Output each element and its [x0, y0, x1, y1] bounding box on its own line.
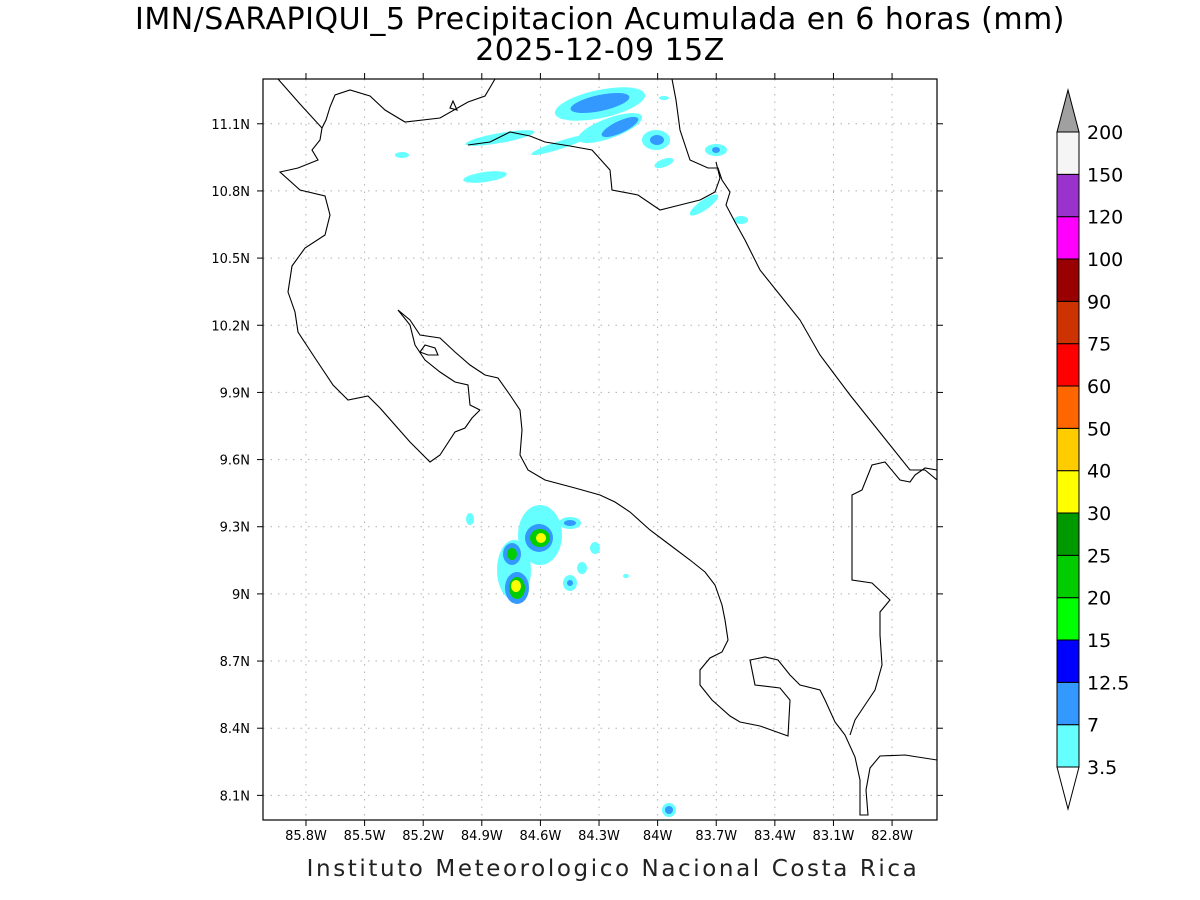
colorbar-swatch [1056, 258, 1080, 302]
lat-tick-label: 11.1N [211, 118, 250, 133]
colorbar-swatch [1056, 512, 1080, 556]
rain-cell [570, 92, 630, 114]
colorbar-label: 100 [1087, 249, 1123, 271]
nicoya-gulf [397, 309, 937, 816]
lon-tick-label: 83.4W [754, 829, 796, 844]
rain-cell [465, 130, 535, 146]
colorbar-swatch [1056, 724, 1080, 768]
colorbar-label: 200 [1087, 122, 1123, 144]
lat-tick-label: 10.5N [211, 252, 250, 267]
colorbar-swatch [1056, 173, 1080, 218]
lat-tick-label: 9.9N [220, 386, 250, 401]
rain-cell [564, 520, 576, 526]
lon-tick-label: 82.8W [871, 829, 913, 844]
lon-tick-label: 84W [643, 829, 673, 844]
colorbar-label: 20 [1087, 588, 1111, 610]
rain-cell [395, 152, 409, 158]
rain-cell [623, 574, 629, 578]
credit-line: Instituto Meteorologico Nacional Costa R… [306, 856, 920, 882]
island [419, 344, 439, 356]
rain-cell [590, 542, 600, 554]
colorbar-swatch [1056, 131, 1080, 175]
colorbar-label: 75 [1087, 334, 1111, 356]
colorbar: 3.5 7 12.5 15 20 25 30 40 50 60 75 90 100 120 150 200 [1056, 88, 1129, 811]
island [449, 99, 458, 111]
colorbar-label: 120 [1087, 207, 1123, 229]
colorbar-top-arrow [1056, 88, 1080, 133]
lat-tick-label: 9.3N [220, 521, 250, 536]
colorbar-label: 7 [1087, 715, 1099, 737]
colorbar-swatch [1056, 216, 1080, 260]
rain-cell [531, 134, 589, 156]
lon-tick-label: 83.7W [695, 829, 737, 844]
colorbar-swatch [1056, 427, 1080, 472]
nicaragua-border [467, 131, 721, 211]
rain-cell [712, 147, 720, 153]
colorbar-label: 25 [1087, 545, 1111, 567]
colorbar-swatch [1056, 470, 1080, 514]
map-title: IMN/SARAPIQUI_5 Precipitacion Acumulada … [135, 2, 1065, 37]
rain-cell [567, 580, 573, 586]
rain-cell [659, 96, 669, 100]
lake-shore [321, 79, 496, 129]
lat-tick-label: 8.1N [220, 789, 250, 804]
rain-cell [463, 171, 507, 183]
colorbar-label: 40 [1087, 461, 1111, 483]
lat-tick-label: 9N [232, 588, 250, 603]
lon-tick-label: 85.2W [402, 829, 444, 844]
colorbar-label: 15 [1087, 630, 1111, 652]
precipitation-field [395, 87, 748, 817]
lat-tick-label: 10.8N [211, 185, 250, 200]
rain-cell [536, 533, 546, 543]
colorbar-swatch [1056, 597, 1080, 641]
lat-tick-label: 9.6N [220, 454, 250, 469]
coastlines [277, 79, 937, 816]
colorbar-label: 150 [1087, 164, 1123, 186]
lake-nicaragua-shore [277, 79, 481, 463]
lon-tick-label: 85.8W [285, 829, 327, 844]
rain-cell [577, 562, 587, 574]
lat-tick-label: 8.7N [220, 655, 250, 670]
rain-cell [654, 157, 674, 169]
rain-cell [511, 580, 521, 592]
colorbar-label: 12.5 [1087, 672, 1129, 694]
colorbar-swatch [1056, 681, 1080, 726]
rain-cell [665, 806, 673, 814]
colorbar-swatch [1056, 300, 1080, 345]
caribbean-coast [671, 79, 937, 481]
rain-cell [734, 216, 748, 224]
colorbar-label: 30 [1087, 503, 1111, 525]
lon-tick-label: 83.1W [813, 829, 855, 844]
map-grid: 85.8W 85.5W 85.2W 84.9W 84.6W 84.3W 84W 83.7W 83… [211, 73, 943, 844]
lon-tick-label: 85.5W [344, 829, 386, 844]
colorbar-bottom-arrow [1056, 766, 1080, 811]
rain-cell [466, 513, 474, 525]
colorbar-swatch [1056, 385, 1080, 429]
colorbar-swatch [1056, 639, 1080, 683]
lat-tick-label: 8.4N [220, 722, 250, 737]
colorbar-label: 90 [1087, 291, 1111, 313]
colorbar-label: 60 [1087, 376, 1111, 398]
colorbar-swatch [1056, 343, 1080, 387]
rain-cell [507, 548, 517, 560]
colorbar-swatch [1056, 554, 1080, 599]
lon-tick-label: 84.6W [520, 829, 562, 844]
rain-cell [689, 194, 719, 216]
map-valid-time: 2025-12-09 15Z [475, 33, 725, 68]
lat-tick-label: 10.2N [211, 319, 250, 334]
lon-tick-label: 84.9W [461, 829, 503, 844]
map-frame [262, 78, 938, 821]
colorbar-label: 50 [1087, 418, 1111, 440]
rain-cell [650, 135, 664, 145]
panama-border [849, 461, 937, 736]
colorbar-label: 3.5 [1087, 757, 1117, 779]
lon-tick-label: 84.3W [578, 829, 620, 844]
rain-cell [601, 116, 639, 138]
